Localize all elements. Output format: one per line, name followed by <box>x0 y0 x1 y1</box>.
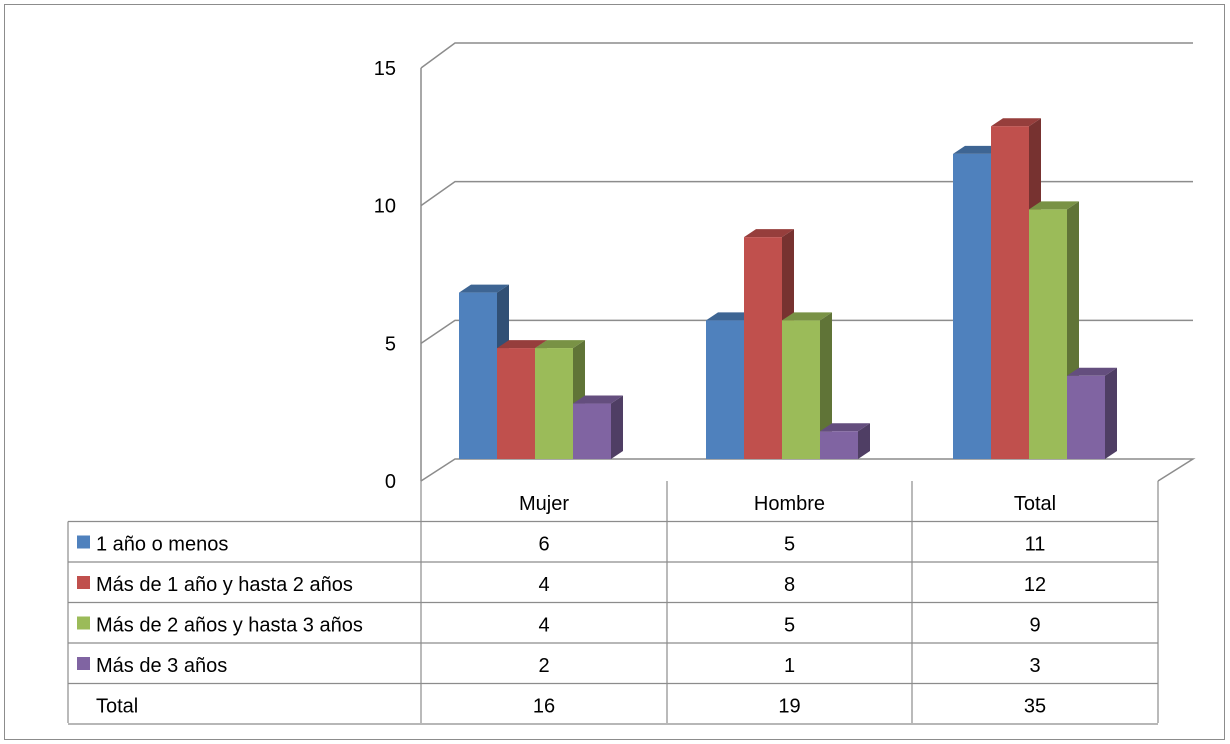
legend-key <box>77 576 90 589</box>
bars <box>459 118 1117 459</box>
y-tick-label: 10 <box>374 196 396 218</box>
y-tick-label: 5 <box>385 333 396 355</box>
bar-top <box>744 229 794 238</box>
category-label: Hombre <box>754 493 825 515</box>
bar <box>1067 367 1117 459</box>
bar-side <box>1105 367 1117 459</box>
bar-front <box>535 348 573 459</box>
bar-top <box>991 118 1041 127</box>
bar-front <box>459 292 497 459</box>
bar <box>820 423 870 459</box>
total-row-label: Total <box>96 696 138 718</box>
gridline <box>420 42 1193 69</box>
bar-front <box>1067 375 1105 459</box>
total-value: 16 <box>533 696 555 718</box>
bar-front <box>706 320 744 459</box>
bar-top <box>820 423 870 432</box>
data-value: 9 <box>1029 615 1040 637</box>
category-label: Total <box>1014 493 1056 515</box>
data-value: 4 <box>538 615 549 637</box>
bar <box>459 284 509 459</box>
bar-top <box>1029 201 1079 210</box>
bar-side <box>858 423 870 459</box>
data-value: 5 <box>784 615 795 637</box>
data-value: 2 <box>538 655 549 677</box>
data-table: Mujer Hombre Total 1 año o menos 6 5 11 Más de … <box>67 481 1159 725</box>
legend-key <box>77 657 90 670</box>
data-value: 5 <box>784 534 795 556</box>
bar-front <box>820 431 858 459</box>
bar <box>573 395 623 459</box>
gridline <box>420 319 1193 344</box>
bar-top <box>953 145 1003 154</box>
series-name: Más de 2 años y hasta 3 años <box>96 615 363 637</box>
bar-front <box>744 237 782 459</box>
series-name: 1 año o menos <box>96 534 228 556</box>
bar-front <box>991 126 1029 459</box>
data-value: 1 <box>784 655 795 677</box>
bar-top <box>459 284 509 293</box>
bar-front <box>497 348 535 459</box>
bar-top <box>782 312 832 321</box>
data-value: 6 <box>538 534 549 556</box>
data-value: 12 <box>1024 574 1046 596</box>
y-tick-label: 15 <box>374 58 396 80</box>
bar-top <box>573 395 623 404</box>
total-value: 19 <box>778 696 800 718</box>
bar-side <box>820 312 832 459</box>
legend-key <box>77 535 90 549</box>
bar-top <box>706 312 756 321</box>
gridline <box>420 180 1193 207</box>
bar-front <box>953 153 991 459</box>
series-name: Más de 3 años <box>96 655 227 677</box>
data-value: 11 <box>1025 534 1046 556</box>
y-axis-ticks: 0 5 10 15 <box>374 58 396 493</box>
data-value: 3 <box>1029 655 1040 677</box>
bar-front <box>573 403 611 459</box>
data-value: 8 <box>784 574 795 596</box>
gridlines <box>420 42 1193 344</box>
legend-key <box>77 616 90 630</box>
bar-front <box>1029 209 1067 459</box>
total-value: 35 <box>1024 696 1046 718</box>
bar-top <box>535 340 585 349</box>
bar <box>782 312 832 459</box>
floor <box>420 458 1196 482</box>
bar-top <box>497 340 547 349</box>
data-value: 4 <box>538 574 549 596</box>
bar-front <box>782 320 820 459</box>
series-name: Más de 1 año y hasta 2 años <box>96 574 353 596</box>
y-tick-label: 0 <box>385 471 396 493</box>
bar-side <box>611 395 623 459</box>
bar-top <box>1067 367 1117 376</box>
category-label: Mujer <box>519 493 569 515</box>
